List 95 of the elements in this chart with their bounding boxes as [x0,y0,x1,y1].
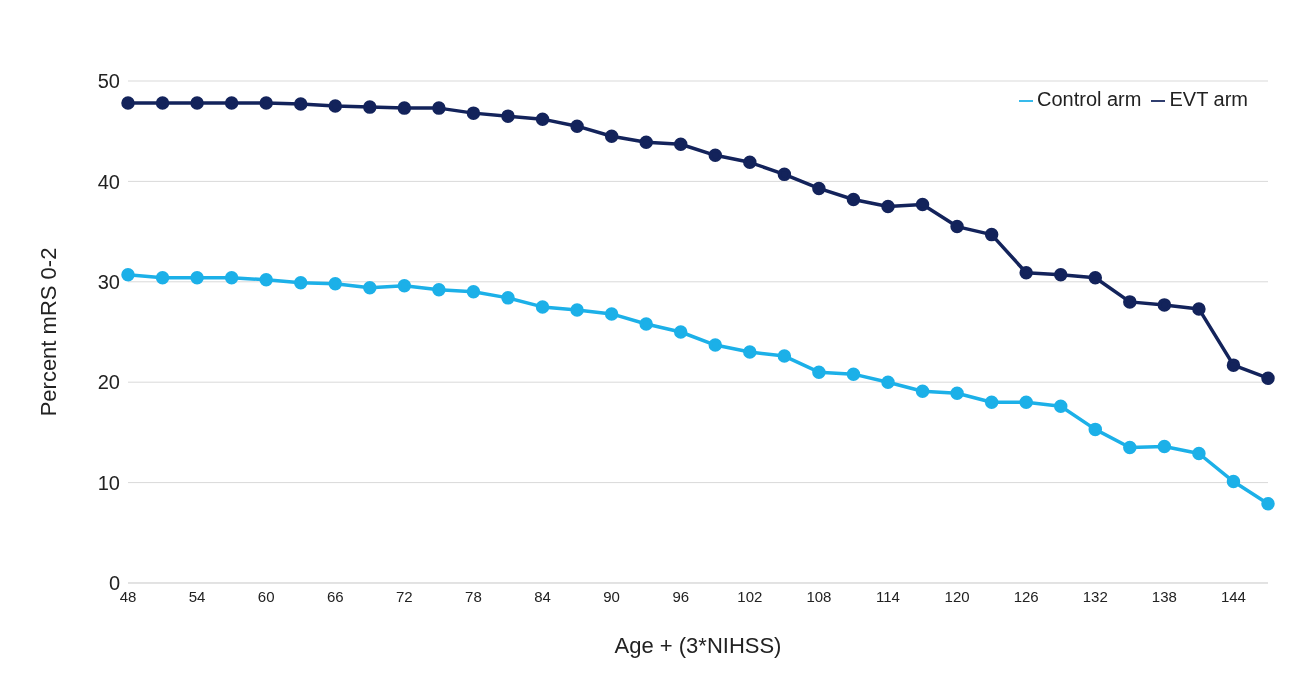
y-tick-label: 20 [97,371,120,394]
point [501,109,515,123]
point [397,279,412,293]
point [293,97,308,111]
point [743,155,757,170]
point [950,386,964,400]
point [1123,440,1137,455]
x-tick-label: 96 [672,587,690,605]
point [293,276,308,290]
point [363,100,377,114]
point [812,365,826,379]
point [259,273,273,287]
y-tick-label: 50 [97,70,120,93]
point [743,345,757,359]
x-tick-label: 54 [188,587,206,605]
point [535,300,550,314]
x-tick-label: 72 [396,587,413,605]
point [777,167,792,182]
point [846,367,861,381]
point [846,192,861,207]
point [1088,422,1103,437]
point [673,137,688,151]
x-tick-label: 138 [1151,587,1177,605]
x-tick-label: 126 [1013,587,1039,605]
point [190,271,204,285]
point [224,271,239,285]
y-axis-title: Percent mRS 0-2 [35,247,61,417]
point [432,101,446,115]
x-tick-label: 114 [876,587,900,605]
point [1157,298,1172,312]
point [1053,399,1068,414]
point [1261,371,1275,385]
point [570,303,584,317]
point [259,96,273,110]
point [950,219,964,234]
x-tick-label: 78 [465,587,482,605]
x-tick-label: 132 [1082,587,1108,605]
point [224,96,239,110]
point [466,285,481,299]
point [1261,496,1275,511]
point [1226,358,1241,372]
point [535,112,550,126]
x-tick-label: 60 [257,587,275,605]
point [1192,446,1206,461]
point [1019,266,1033,280]
point [604,307,619,321]
y-tick-label: 0 [108,572,120,595]
point [812,181,826,196]
legend-label: EVT arm [1169,88,1248,110]
x-tick-label: 144 [1220,587,1246,605]
point [155,271,170,285]
y-tick-label: 10 [97,471,120,494]
point [121,268,135,282]
x-axis-title: Age + (3*NIHSS) [614,633,782,658]
x-tick-label: 120 [944,587,970,605]
y-tick-label: 40 [97,170,120,193]
x-tick-label: 66 [326,587,344,605]
x-tick-label: 108 [806,587,832,605]
point [708,148,723,163]
x-tick-label: 102 [737,587,763,605]
point [501,291,515,305]
point [1019,395,1033,410]
point [570,119,584,133]
point [328,277,343,291]
point [155,96,170,110]
point [1088,271,1103,285]
point [777,349,792,363]
point [363,281,377,295]
point [708,338,723,352]
point [1053,268,1068,282]
point [984,227,999,242]
point [432,283,446,297]
point [1157,439,1172,454]
x-tick-label: 84 [534,587,551,605]
point [397,101,412,115]
point [915,197,930,212]
point [466,106,481,120]
point [1123,295,1137,309]
legend-label: Control arm [1036,88,1142,110]
point [328,99,343,113]
x-tick-label: 90 [603,587,620,605]
point [190,96,204,110]
point [639,317,653,331]
point [881,375,895,389]
point [984,395,999,410]
x-tick-label: 48 [119,587,137,605]
point [915,384,930,398]
y-tick-label: 30 [97,270,120,293]
point [121,96,135,110]
point [639,135,653,149]
point [881,199,895,214]
point [673,325,688,339]
point [604,129,619,143]
point [1226,474,1241,489]
point [1192,302,1206,316]
